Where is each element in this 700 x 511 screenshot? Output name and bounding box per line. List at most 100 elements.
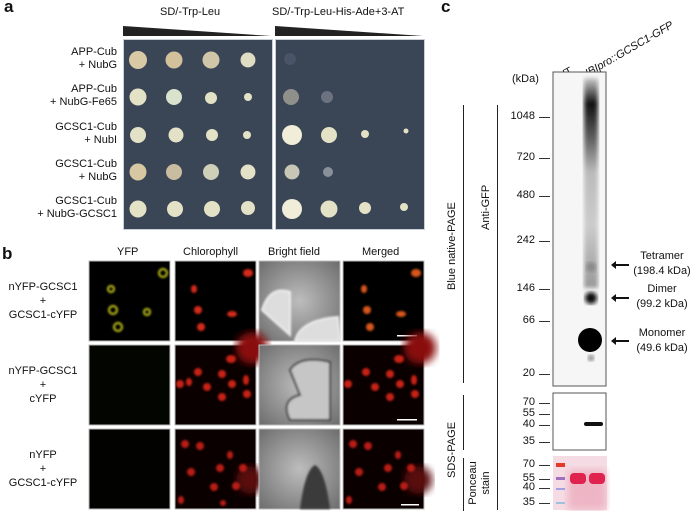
row-label-line: GCSC1-Cub [55, 195, 117, 207]
band-label-monomer: Monomer (49.6 kDa) [624, 326, 700, 356]
band-label-dimer: Dimer (99.2 kDa) [624, 282, 700, 312]
arrow-tetramer-icon [611, 261, 629, 269]
spot [130, 127, 146, 143]
row-label-line: + [39, 463, 47, 475]
spot [168, 127, 184, 143]
row-label-line: + NubG-GCSC1 [37, 208, 117, 220]
medium-label-selective: SD/-Trp-Leu-His-Ade+3-AT [272, 6, 405, 18]
marker-band [556, 463, 565, 467]
spot [240, 52, 256, 68]
tick [539, 196, 550, 197]
medium-label-sd-trp-leu: SD/-Trp-Leu [160, 6, 221, 18]
yeast-spots [129, 51, 409, 219]
tick [539, 117, 550, 118]
spot [204, 201, 220, 217]
unit-label: (kDa) [512, 73, 539, 85]
band-name: Dimer [647, 283, 677, 295]
sds-marker-70: 70 [522, 396, 535, 408]
spot [203, 164, 219, 180]
microscopy-images [88, 260, 436, 510]
spot [167, 201, 183, 217]
row-label-line: GCSC1-Cub [55, 121, 117, 133]
spot [165, 51, 183, 69]
marker-720: 720 [516, 151, 535, 163]
spot [283, 89, 299, 105]
sds-page-blot [552, 392, 607, 451]
spot [241, 201, 255, 215]
dilution-triangle-left [123, 26, 271, 36]
tick [539, 289, 550, 290]
tick [539, 403, 550, 404]
spot [240, 164, 256, 180]
tetramer-band [586, 262, 596, 272]
dilution-triangles [123, 26, 423, 36]
band-name: Monomer [638, 327, 686, 339]
spot [321, 127, 337, 143]
sds-marker-35: 35 [522, 435, 535, 447]
spot [166, 164, 182, 180]
marker-146: 146 [516, 282, 535, 294]
row-label-a-4: GCSC1-Cub + NubG [2, 158, 117, 184]
column-header-merged: Merged [362, 246, 400, 258]
row-label-line: APP-Cub [71, 83, 117, 95]
image-yfp-row3 [88, 428, 171, 510]
row-label-a-5: GCSC1-Cub + NubG-GCSC1 [2, 195, 117, 221]
panel-a-label: a [4, 0, 14, 16]
spot [361, 130, 369, 138]
tick [539, 488, 550, 489]
panel-c-label: c [441, 0, 451, 16]
spot [323, 167, 333, 177]
dilution-triangle-right [275, 26, 423, 36]
marker-band [556, 488, 565, 490]
sds-marker-40: 40 [522, 418, 535, 430]
marker-480: 480 [516, 189, 535, 201]
spot [202, 51, 220, 69]
row-label-line: + NubG [78, 59, 117, 71]
row-label-line: nYFP-GCSC1 [8, 281, 78, 293]
tick [539, 479, 550, 480]
tick [539, 374, 550, 375]
ponceau-marker-40: 40 [522, 481, 535, 493]
tick [539, 158, 550, 159]
spot [166, 89, 182, 105]
tick [539, 241, 550, 242]
row-label-b-2: nYFP-GCSC1 + cYFP [0, 364, 86, 406]
spot [244, 93, 252, 101]
blue-native-bracket [463, 105, 464, 383]
marker-66: 66 [522, 314, 535, 326]
spot [320, 200, 338, 218]
row-label-b-1: nYFP-GCSC1 + GCSC1-cYFP [0, 280, 86, 322]
tick [539, 425, 550, 426]
row-label-b-3: nYFP + GCSC1-cYFP [0, 448, 86, 490]
scale-bar [401, 504, 419, 506]
spot [282, 199, 302, 219]
spot [206, 129, 218, 141]
tick [539, 414, 550, 415]
row-label-line: GCSC1-cYFP [8, 309, 78, 321]
spot [359, 202, 371, 214]
high-mw-smear [584, 78, 598, 288]
arrow-dimer-icon [611, 294, 629, 302]
spot [205, 92, 217, 104]
band-name: Tetramer [640, 250, 684, 262]
row-label-line: + NubG [78, 171, 117, 183]
sds-marker-55: 55 [522, 407, 535, 419]
scale-bar [397, 419, 417, 421]
ponceau-marker-70: 70 [522, 458, 535, 470]
spot [284, 53, 296, 65]
ponceau-marker-55: 55 [522, 472, 535, 484]
band-size: (49.6 kDa) [636, 342, 688, 354]
sds-bracket [463, 395, 464, 450]
band-size: (198.4 kDa) [633, 265, 691, 277]
marker-band [556, 502, 565, 504]
column-header-yfp: YFP [117, 246, 139, 258]
row-label-line: GCSC1-Cub [55, 158, 117, 170]
spot [129, 163, 147, 181]
column-header-bright-field: Bright field [268, 246, 320, 258]
spot [129, 51, 147, 69]
dimer-band [585, 292, 597, 304]
ponceau-band-transgenic [589, 473, 605, 484]
spot [403, 128, 409, 134]
